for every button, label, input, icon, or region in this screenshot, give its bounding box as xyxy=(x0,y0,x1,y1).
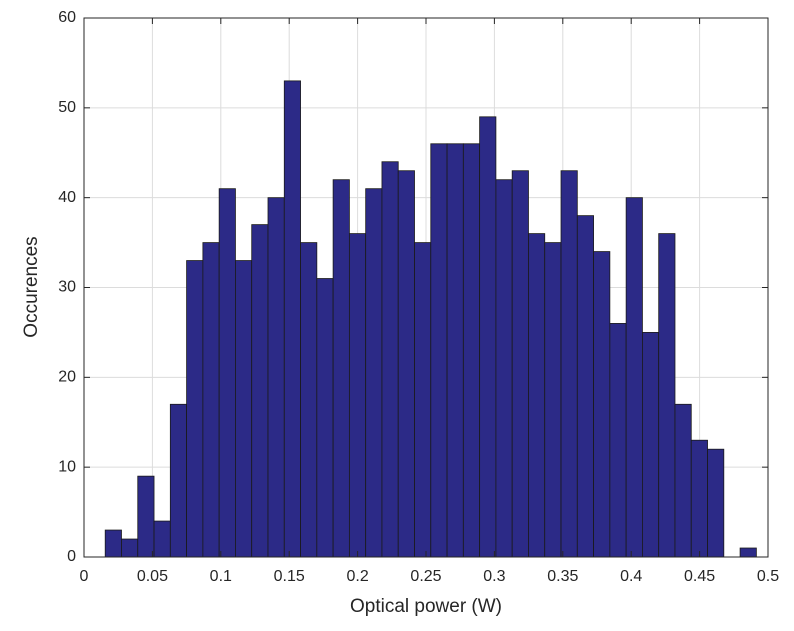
bar xyxy=(104,529,122,558)
x-tick-label: 0.1 xyxy=(210,568,232,585)
bar xyxy=(218,188,236,558)
bar xyxy=(625,197,643,558)
x-tick-label: 0.05 xyxy=(137,568,168,585)
bar xyxy=(381,161,399,558)
bar xyxy=(495,179,513,558)
bar xyxy=(414,242,432,558)
bar xyxy=(300,242,318,558)
x-tick-label: 0.25 xyxy=(410,568,441,585)
x-tick-label: 0.15 xyxy=(274,568,305,585)
bar xyxy=(560,170,578,558)
bar xyxy=(397,170,415,558)
y-tick-label: 10 xyxy=(58,458,76,475)
bar xyxy=(186,260,204,558)
bar xyxy=(593,251,611,558)
bar xyxy=(576,215,594,558)
bar xyxy=(121,538,139,558)
x-tick-label: 0.45 xyxy=(684,568,715,585)
y-tick-label: 20 xyxy=(58,369,76,386)
bar xyxy=(642,332,660,558)
bar xyxy=(202,242,220,558)
x-tick-label: 0.4 xyxy=(620,568,642,585)
y-tick-label: 40 xyxy=(58,189,76,206)
bar xyxy=(267,197,285,558)
y-axis-label: Occurences xyxy=(21,236,42,337)
x-axis-label: Optical power (W) xyxy=(350,596,502,617)
bar xyxy=(348,233,367,558)
bar xyxy=(528,233,546,558)
bar xyxy=(658,233,676,558)
x-tick-label: 0.35 xyxy=(547,568,578,585)
bar xyxy=(544,242,562,558)
bar xyxy=(690,439,708,558)
bar xyxy=(707,448,725,558)
y-tick-label: 30 xyxy=(58,279,76,296)
bar xyxy=(462,143,481,558)
bar xyxy=(739,547,757,558)
x-tick-label: 0.3 xyxy=(483,568,505,585)
bar xyxy=(430,143,448,558)
bar xyxy=(479,116,497,558)
bar xyxy=(316,278,334,558)
bar xyxy=(332,179,350,558)
bar xyxy=(609,323,627,558)
bar xyxy=(365,188,383,558)
bar xyxy=(235,260,253,558)
x-tick-label: 0.5 xyxy=(757,568,779,585)
bar xyxy=(283,80,301,558)
bar xyxy=(251,224,269,558)
bar xyxy=(137,475,155,558)
y-tick-label: 60 xyxy=(58,9,76,26)
x-tick-label: 0 xyxy=(80,568,89,585)
bar xyxy=(511,170,529,558)
bar xyxy=(153,520,171,558)
y-tick-label: 0 xyxy=(67,548,76,565)
bar xyxy=(674,403,692,558)
x-tick-label: 0.2 xyxy=(346,568,368,585)
y-tick-label: 50 xyxy=(58,99,76,116)
bar xyxy=(169,403,188,558)
bar xyxy=(446,143,464,558)
